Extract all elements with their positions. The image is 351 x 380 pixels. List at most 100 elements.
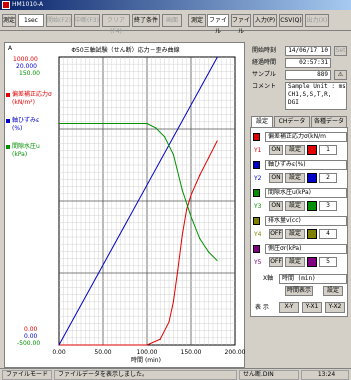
settings-pane: Y1 偏差補正応力σ(kN/m ON 設定 1 Y2 軸ひずみε(%) ON 設定 2 Y3 間隙水圧… <box>250 127 348 317</box>
io-button[interactable]: 入力(P) <box>253 14 277 27</box>
measure-tab[interactable]: 測定 <box>188 14 206 27</box>
channel-onoff-button[interactable]: ON <box>269 201 283 211</box>
start-button[interactable]: 開始(F2) <box>46 14 72 27</box>
series-line <box>59 140 218 346</box>
data-point <box>177 269 179 271</box>
x-axis-set-button[interactable]: 設定 <box>323 286 343 296</box>
channel-row: Y4 排水量v(cc) OFF 設定 4 <box>253 216 347 243</box>
tab-misc-data[interactable]: 各種データ <box>311 116 347 127</box>
channel-onoff-button[interactable]: OFF <box>269 257 283 267</box>
legend-label: 偏差補正応力σ (kN/m²) <box>12 91 52 106</box>
data-point <box>155 127 157 129</box>
channel-settings-button[interactable]: 設定 <box>285 145 305 155</box>
data-point <box>208 157 210 159</box>
channel-color-button[interactable] <box>307 229 317 239</box>
channel-onoff-button[interactable]: ON <box>269 145 283 155</box>
x-tick-label: 150.00 <box>181 349 202 356</box>
legend-swatch <box>6 119 10 123</box>
status-time: 13:24 <box>301 370 349 380</box>
display-yx2-button[interactable]: Y-X2 <box>325 302 345 313</box>
channel-name[interactable]: 側圧σr(kPa) <box>265 244 347 254</box>
channel-color-button[interactable] <box>307 145 317 155</box>
data-point <box>159 338 161 340</box>
x-tick-label: 100.00 <box>137 349 158 356</box>
data-point <box>146 122 148 125</box>
data-point <box>199 238 201 240</box>
tab-settings[interactable]: 設定 <box>251 116 273 127</box>
legend-swatch <box>6 93 10 97</box>
comment-field[interactable]: Sample Unit : msec CH1,S,S,T,R, DGI <box>285 82 347 110</box>
channel-tag: Y1 <box>254 147 262 154</box>
file-menu-button[interactable]: ファイル <box>231 14 251 35</box>
channel-name[interactable]: 排水量v(cc) <box>265 216 347 226</box>
x-tick-label: 50.00 <box>94 349 111 356</box>
elapsed-label: 経過時間 <box>252 59 277 66</box>
channel-settings-button[interactable]: 設定 <box>285 173 305 183</box>
csv-button[interactable]: CSV(Q) <box>279 14 303 27</box>
channel-number-select[interactable]: 1 <box>319 145 337 155</box>
channel-color-button[interactable] <box>307 257 317 267</box>
clear-button[interactable]: クリア(F4) <box>102 14 130 35</box>
graph-button[interactable]: 画面 <box>162 14 182 27</box>
channel-row: Y1 偏差補正応力σ(kN/m ON 設定 1 <box>253 132 347 159</box>
display-yx1-button[interactable]: Y-X1 <box>302 302 322 313</box>
elapsed-value: 02:57:31 <box>285 58 331 68</box>
series-line <box>58 56 218 346</box>
channel-row: Y3 間隙水圧u(kPa) ON 設定 3 <box>253 188 347 215</box>
y2-top-label: 20.000 <box>16 63 37 70</box>
y3-top-label: 150.00 <box>19 70 40 77</box>
x-axis-label: 時間 (min) <box>131 357 161 364</box>
display-label: 表 示 <box>255 304 269 311</box>
channel-color-button[interactable] <box>307 201 317 211</box>
x-tick-label: 200.00 <box>225 349 246 356</box>
graph-corner-label: A <box>8 45 13 52</box>
file-tab[interactable]: ファイル <box>207 14 229 35</box>
channel-tag: Y5 <box>254 259 262 266</box>
channel-name[interactable]: 軸ひずみε(%) <box>265 160 347 170</box>
tab-ch-data[interactable]: CHデータ <box>274 116 310 127</box>
start-time-value: 14/06/17 10 <box>285 46 331 56</box>
end-condition-button[interactable]: 終了条件 <box>132 14 160 27</box>
channel-name[interactable]: 間隙水圧u(kPa) <box>265 188 347 198</box>
status-message: ファイルデータを表示しました。 <box>54 370 237 380</box>
y1-top-label: 1000.00 <box>13 56 38 63</box>
status-bar: ファイルモード ファイルデータを表示しました。 せん断.DIN 13:24 <box>0 368 351 380</box>
channel-number-select[interactable]: 4 <box>319 229 337 239</box>
test-button[interactable]: 測定 <box>2 14 16 27</box>
sample-value: 889 <box>285 70 331 80</box>
channel-number-select[interactable]: 2 <box>319 173 337 183</box>
exit-button[interactable]: 出力(X) <box>305 14 329 27</box>
channel-tag: Y2 <box>254 175 262 182</box>
warning-icon[interactable]: ⚠ <box>334 70 347 80</box>
set-button[interactable]: Set <box>334 46 347 56</box>
channel-number-select[interactable]: 3 <box>319 201 337 211</box>
channel-onoff-button[interactable]: OFF <box>269 229 283 239</box>
channel-settings-button[interactable]: 設定 <box>285 201 305 211</box>
stop-button[interactable]: 中断(F3) <box>74 14 100 27</box>
data-point <box>199 174 201 176</box>
display-xy-button[interactable]: X-Y <box>279 302 299 313</box>
x-axis-select[interactable]: 時間 (min) <box>279 274 347 284</box>
time-display-button[interactable]: 時間表示 <box>285 286 313 296</box>
status-file: せん断.DIN <box>239 370 299 380</box>
data-point <box>164 136 166 138</box>
x-axis-select-label: X軸 <box>263 275 274 282</box>
data-point <box>181 234 183 237</box>
legend-label: 軸ひずみε (%) <box>12 117 40 132</box>
data-point <box>208 251 210 253</box>
channel-color-button[interactable] <box>307 173 317 183</box>
channel-onoff-button[interactable]: ON <box>269 173 283 183</box>
y2-bottom-label: 0.00 <box>24 333 38 340</box>
comment-label: コメント <box>252 83 277 90</box>
channel-row: Y2 軸ひずみε(%) ON 設定 2 <box>253 160 347 187</box>
channel-name[interactable]: 偏差補正応力σ(kN/m <box>265 132 347 142</box>
start-time-label: 開始時刻 <box>252 47 277 54</box>
interval-select[interactable]: 1sec <box>18 14 44 27</box>
channel-settings-button[interactable]: 設定 <box>285 229 305 239</box>
data-point <box>172 301 174 303</box>
channel-number-select[interactable]: 5 <box>319 257 337 267</box>
tab-bar: 設定 CHデータ 各種データ <box>250 116 348 127</box>
data-point <box>181 189 183 191</box>
channel-settings-button[interactable]: 設定 <box>285 257 305 267</box>
data-point <box>172 153 174 156</box>
